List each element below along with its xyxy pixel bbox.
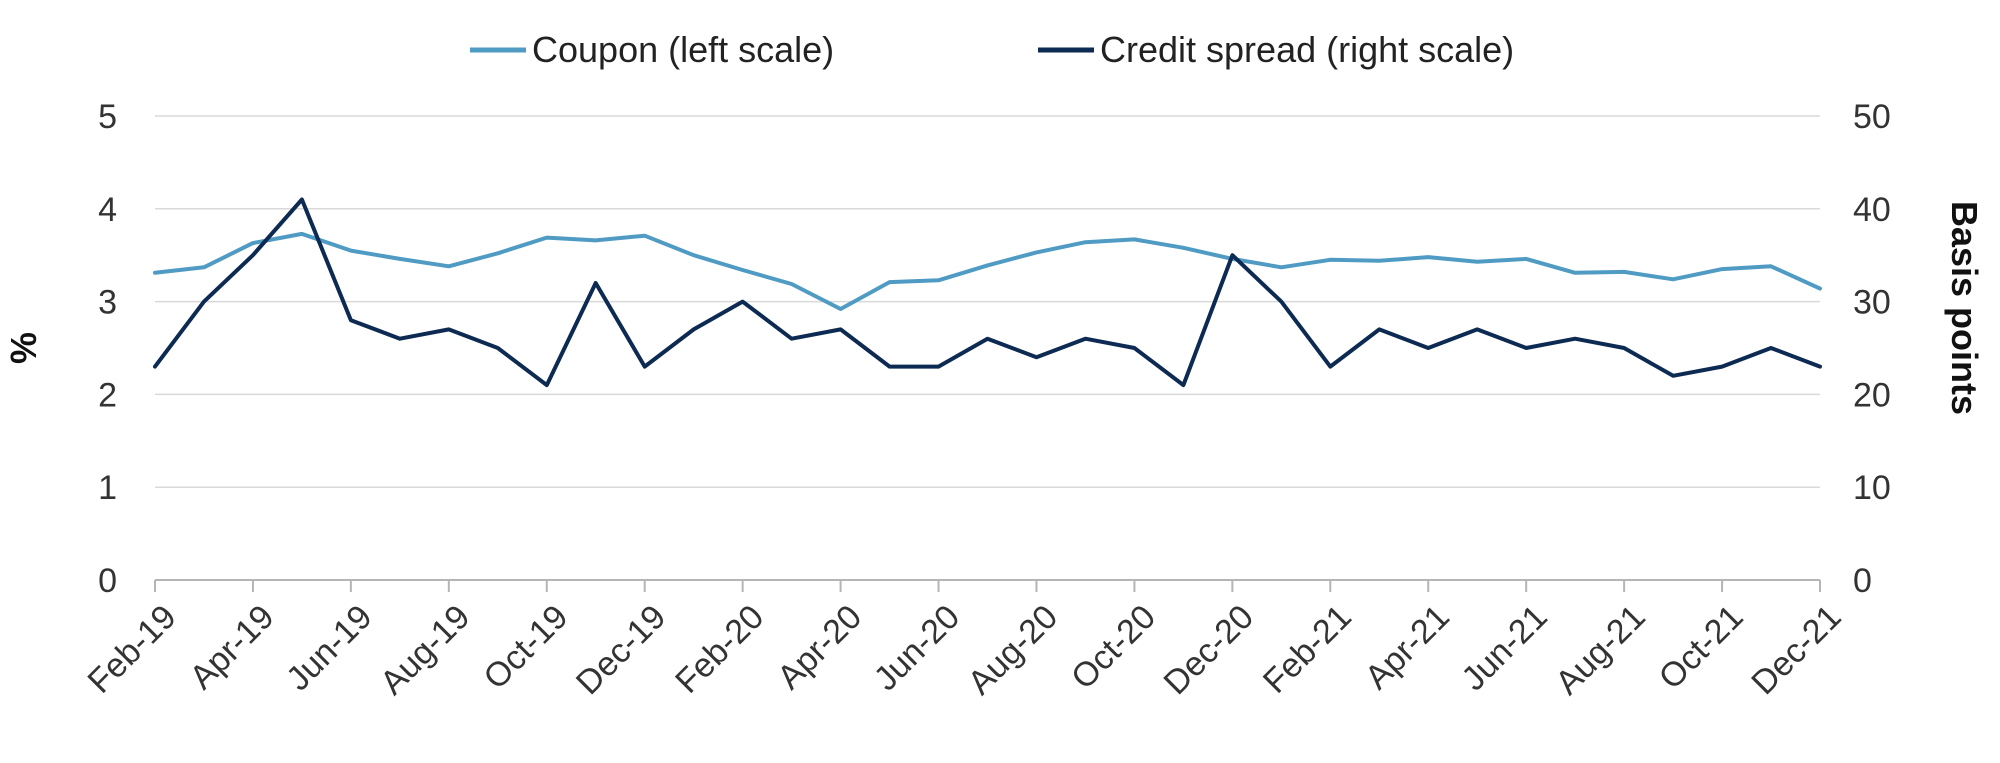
- y-tick-label-right: 50: [1853, 98, 1891, 136]
- y-tick-label-left: 4: [98, 191, 117, 229]
- y-tick-label-left: 1: [98, 469, 117, 507]
- series-lines: [153, 197, 1822, 388]
- credit-spread-series-line: [153, 197, 1822, 388]
- x-tick-label: Aug-19: [373, 598, 477, 702]
- y-tick-label-left: 3: [98, 284, 117, 322]
- y-tick-label-right: 40: [1853, 191, 1891, 229]
- y-tick-label-right: 0: [1853, 562, 1872, 600]
- x-tick-label: Oct-21: [1652, 598, 1751, 697]
- y-tick-label-right: 30: [1853, 284, 1891, 322]
- y-tick-label-left: 0: [98, 562, 117, 600]
- x-tick-label: Feb-19: [81, 598, 184, 701]
- x-tick-label: Jun-20: [867, 598, 967, 698]
- y-tick-label-right: 20: [1853, 376, 1891, 414]
- x-tick-label: Dec-19: [569, 598, 673, 702]
- x-tick-label: Feb-20: [668, 598, 771, 701]
- x-tick-label: Aug-20: [961, 598, 1065, 702]
- x-tick-label: Jun-19: [279, 598, 379, 698]
- x-tick-label: Aug-21: [1548, 598, 1652, 702]
- x-tick-label: Dec-21: [1744, 598, 1848, 702]
- left-axis-title: %: [3, 332, 44, 364]
- y-tick-label-right: 10: [1853, 469, 1891, 507]
- legend-label: Credit spread (right scale): [1100, 29, 1514, 70]
- legend-label: Coupon (left scale): [532, 29, 834, 70]
- x-tick-label: Oct-19: [476, 598, 575, 697]
- x-tick-label: Dec-20: [1157, 598, 1261, 702]
- x-tick-label: Apr-21: [1358, 598, 1457, 697]
- right-axis-title: Basis points: [1944, 201, 1985, 415]
- coupon-series-line: [153, 231, 1822, 311]
- x-tick-label: Feb-21: [1256, 598, 1359, 701]
- x-tick-label: Apr-20: [770, 598, 869, 697]
- x-tick-label: Oct-20: [1064, 598, 1163, 697]
- y-tick-label-left: 2: [98, 376, 117, 414]
- x-tick-label: Jun-21: [1454, 598, 1554, 698]
- gridlines: [155, 115, 1820, 488]
- legend: Coupon (left scale) Credit spread (right …: [470, 29, 1514, 70]
- axes: 01234501020304050Feb-19Apr-19Jun-19Aug-1…: [81, 98, 1891, 702]
- y-tick-label-left: 5: [98, 98, 117, 136]
- x-tick-label: Apr-19: [183, 598, 282, 697]
